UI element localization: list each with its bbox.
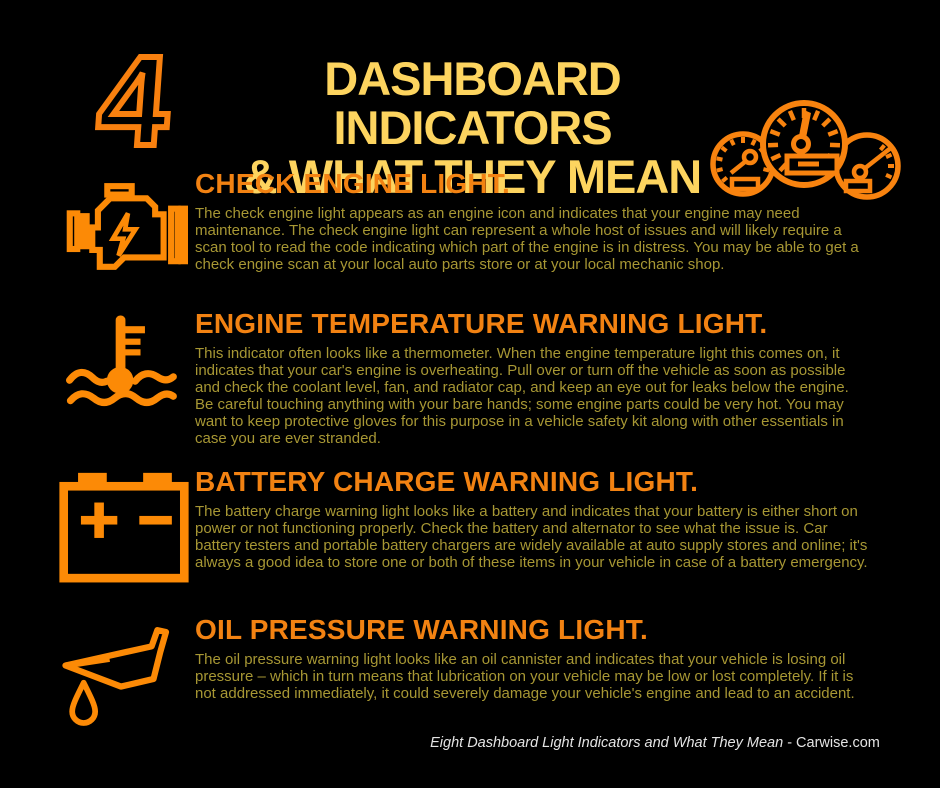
section-battery-charge: BATTERY CHARGE WARNING LIGHT. The batter… — [0, 466, 940, 571]
big-number-4: 4 — [90, 27, 177, 176]
section-body: The oil pressure warning light looks lik… — [195, 651, 855, 702]
footer-credit: Eight Dashboard Light Indicators and Wha… — [370, 735, 940, 751]
section-heading: CHECK ENGINE LIGHT. — [195, 168, 510, 199]
section-heading: BATTERY CHARGE WARNING LIGHT. — [195, 466, 699, 497]
page-title-line2: & WHAT THEY MEAN — [243, 150, 702, 203]
engine-icon — [66, 182, 188, 286]
section-engine-temperature: ENGINE TEMPERATURE WARNING LIGHT. This i… — [0, 308, 940, 447]
page-title: DASHBOARD INDICATORS & WHAT THEY MEAN — [185, 54, 760, 201]
section-body: The check engine light appears as an eng… — [195, 205, 859, 273]
section-heading: OIL PRESSURE WARNING LIGHT. — [195, 614, 648, 645]
section-heading: ENGINE TEMPERATURE WARNING LIGHT. — [195, 308, 768, 339]
footer-credit-title: Eight Dashboard Light Indicators and Wha… — [430, 735, 784, 751]
section-oil-pressure: OIL PRESSURE WARNING LIGHT. The oil pres… — [0, 614, 940, 702]
dashboard-gauges-icon — [703, 98, 913, 213]
page-title-line1: DASHBOARD INDICATORS — [324, 52, 622, 154]
thermometer-icon — [62, 312, 180, 414]
section-body: The battery charge warning light looks l… — [195, 503, 868, 571]
center-gauge — [760, 100, 848, 188]
footer-credit-site: - Carwise.com — [783, 735, 880, 751]
battery-icon — [57, 467, 191, 584]
oil-can-icon — [54, 622, 188, 732]
section-body: This indicator often looks like a thermo… — [195, 345, 849, 447]
section-check-engine: CHECK ENGINE LIGHT. The check engine lig… — [0, 168, 940, 273]
